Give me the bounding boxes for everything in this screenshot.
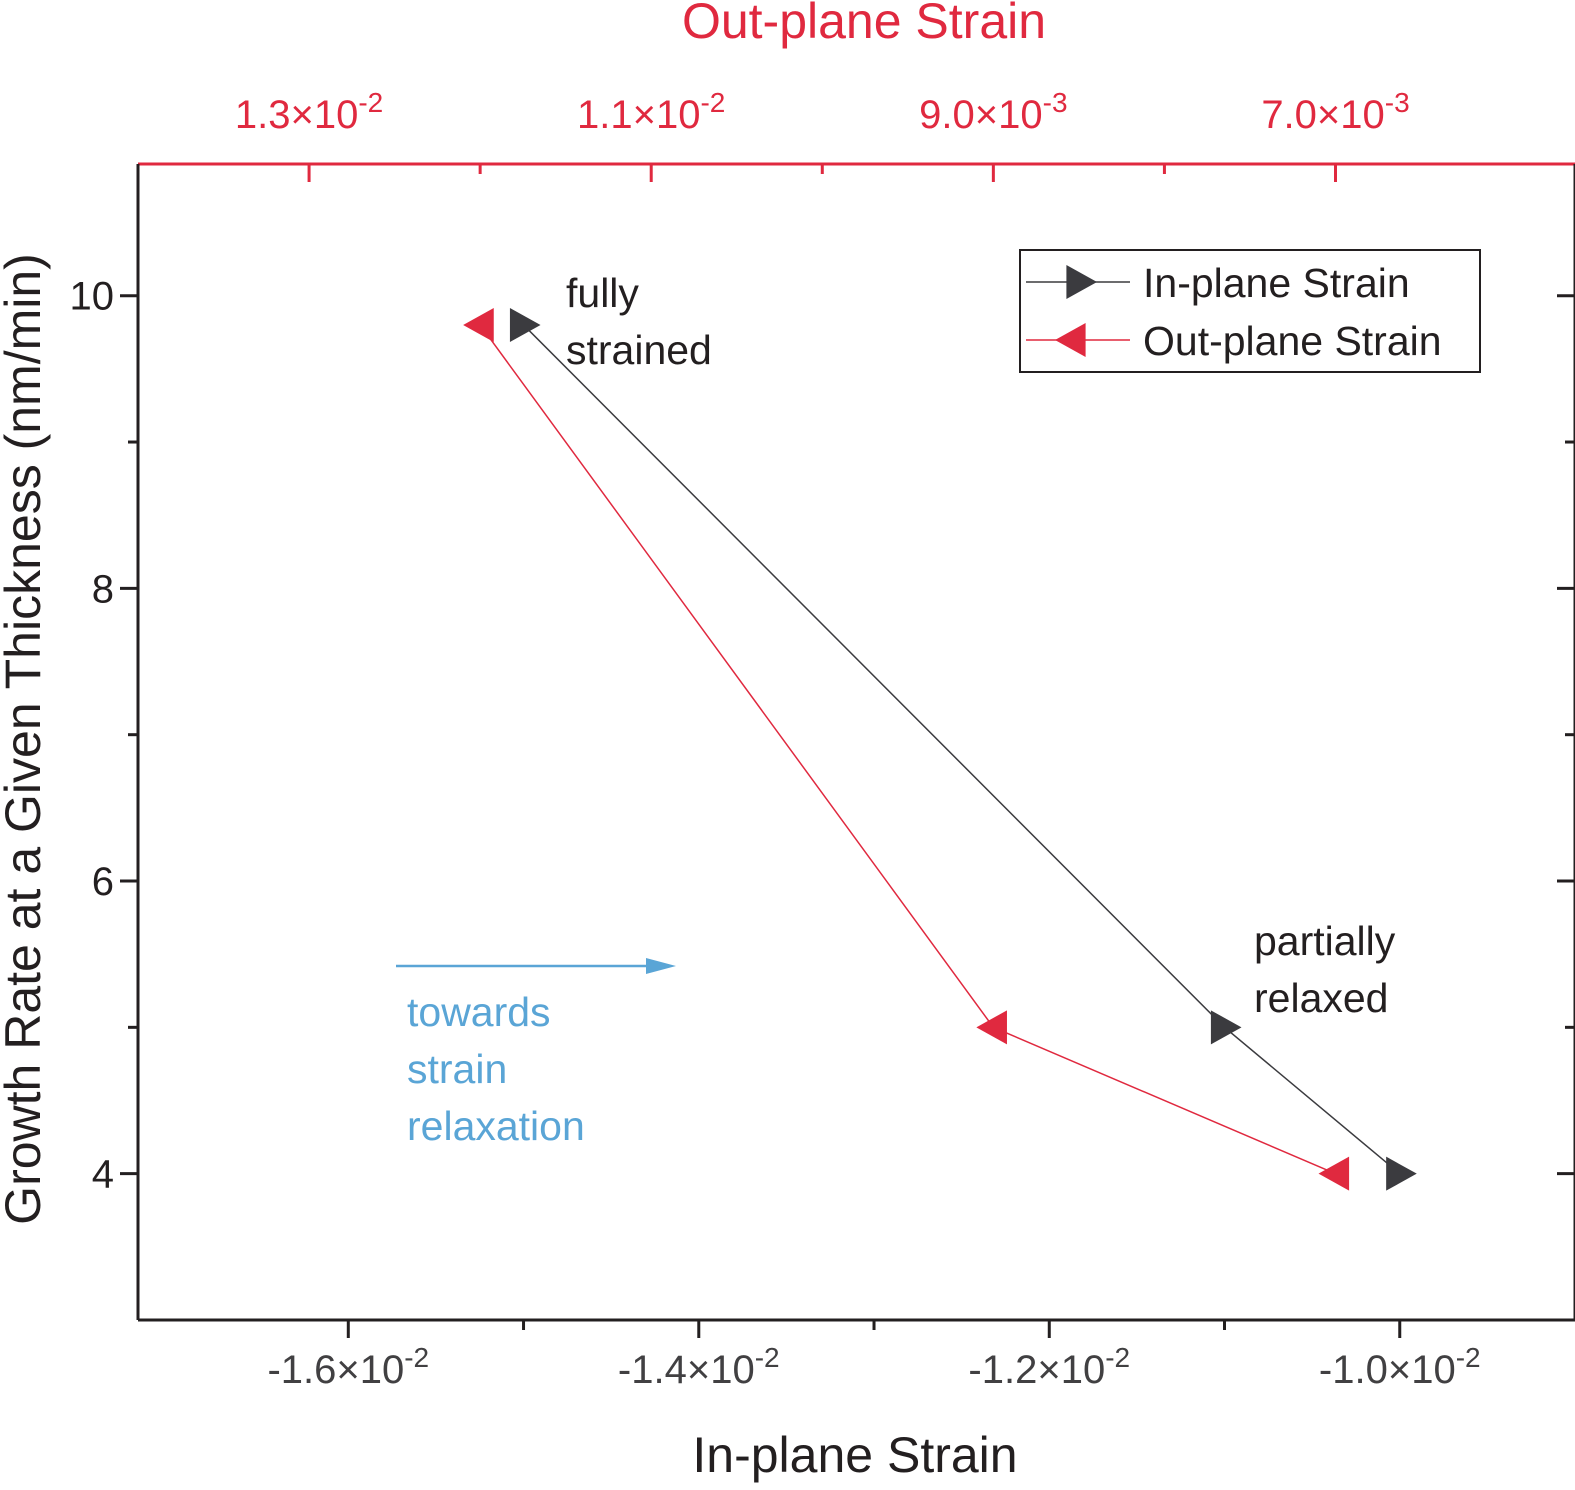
bottom-tick-label: -1.2×10-2: [968, 1342, 1130, 1392]
annotations: fully strained partially relaxed towards stra…: [396, 270, 1396, 1149]
series-line-0: [523, 324, 1401, 1175]
legend-marker-0: [1066, 265, 1097, 299]
bottom-tick-label: -1.0×10-2: [1319, 1342, 1481, 1392]
legend-label-0: In-plane Strain: [1143, 260, 1410, 306]
data-point-0: [1210, 1010, 1242, 1045]
top-axis-title: Out-plane Strain: [682, 0, 1046, 49]
bottom-axis-title: In-plane Strain: [692, 1427, 1017, 1483]
top-tick-label: 1.1×10-2: [577, 87, 725, 137]
y-tick-label: 6: [92, 860, 114, 904]
legend-box: [1019, 249, 1481, 373]
top-tick-label: 1.3×10-2: [235, 87, 383, 137]
data-point-1: [976, 1010, 1007, 1045]
bottom-tick-label: -1.6×10-2: [267, 1342, 429, 1392]
y-tick-label: 4: [92, 1153, 114, 1197]
top-tick-label: 9.0×10-3: [919, 87, 1067, 137]
legend-label-1: Out-plane Strain: [1143, 318, 1442, 364]
y-tick-label: 10: [70, 275, 115, 319]
data-series: [463, 307, 1417, 1191]
relaxation-arrow-head: [646, 958, 676, 974]
top-tick-label: 7.0×10-3: [1261, 87, 1409, 137]
axis-tick-labels: -1.6×10-2 -1.4×10-2 -1.2×10-2 -1.0×10-2 1.3×…: [70, 87, 1481, 1392]
annotation-1: partially relaxed: [1254, 918, 1396, 1021]
legend: In-plane Strain Out-plane Strain: [1019, 249, 1481, 373]
annotation-2: towards strain relaxation: [407, 989, 585, 1149]
data-point-0: [1386, 1156, 1417, 1191]
data-point-0: [509, 307, 541, 342]
axis-ticks: [120, 164, 1575, 1338]
series-line-1: [479, 324, 1336, 1175]
annotation-0: fully strained: [566, 270, 712, 373]
legend-marker-1: [1055, 323, 1086, 357]
y-tick-label: 8: [92, 567, 114, 611]
bottom-tick-label: -1.4×10-2: [618, 1342, 780, 1392]
y-axis-title: Growth Rate at a Given Thickness (nm/min…: [0, 253, 51, 1225]
data-point-1: [1318, 1156, 1350, 1191]
data-point-1: [463, 307, 494, 342]
